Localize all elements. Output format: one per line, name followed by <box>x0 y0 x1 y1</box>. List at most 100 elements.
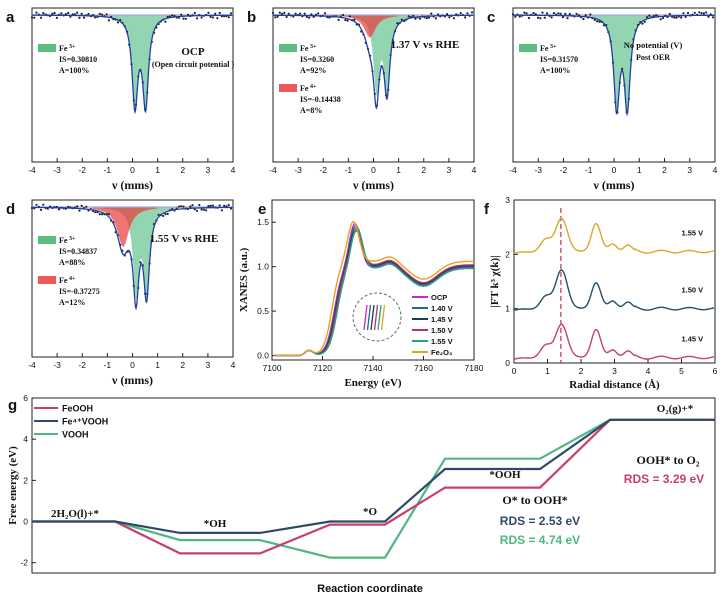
x-tick-label: -4 <box>269 165 277 175</box>
x-tick-label: 2 <box>579 366 584 376</box>
legend-area: A=8% <box>300 106 322 115</box>
step-label: *OH <box>204 518 227 530</box>
legend-species: Fe 3+ <box>540 44 557 53</box>
inset-line <box>380 304 386 331</box>
data-point <box>568 12 571 16</box>
data-point <box>536 16 540 19</box>
data-point <box>412 14 415 17</box>
y-tick-label: 0 <box>505 358 510 368</box>
x-tick-label: 4 <box>231 165 236 175</box>
data-point <box>285 15 288 19</box>
data-point <box>425 17 428 20</box>
data-point <box>407 15 410 18</box>
x-tick-label: 4 <box>713 165 718 175</box>
data-point <box>707 15 710 18</box>
data-point <box>184 17 187 20</box>
x-tick-label: 2 <box>662 165 667 175</box>
x-tick-label: 0 <box>612 165 617 175</box>
data-point <box>527 16 531 20</box>
xanes-panel: 7100 7120 7140 7160 7180 0.0 0.5 1.0 1.5 Energy (… <box>238 199 484 389</box>
data-point <box>227 16 230 19</box>
legend-is: IS=0.31570 <box>540 55 578 64</box>
data-point <box>310 13 313 16</box>
inset-line <box>377 304 382 331</box>
condition-label: OCP <box>181 46 205 58</box>
data-point <box>659 18 662 21</box>
legend-area: A=92% <box>300 66 326 75</box>
x-axis-label: Energy (eV) <box>344 377 401 389</box>
fe3-subspectrum <box>583 15 660 115</box>
data-point <box>87 12 90 16</box>
data-point <box>646 16 649 19</box>
exafs-line <box>513 269 715 311</box>
x-tick-label: 0 <box>371 165 376 175</box>
data-point <box>80 12 83 15</box>
legend-area: A=88% <box>59 258 85 267</box>
x-tick-label: 7160 <box>414 363 433 373</box>
x-tick-label: 2 <box>180 165 185 175</box>
data-point <box>42 12 45 15</box>
x-tick-label: 0 <box>130 165 135 175</box>
data-point <box>94 211 97 214</box>
data-point <box>337 18 340 21</box>
condition-label: No potential (V) <box>624 40 683 50</box>
x-tick-label: 3 <box>447 165 452 175</box>
data-point <box>225 205 228 208</box>
data-point <box>116 21 119 24</box>
condition-sub-label: (Open circuit potential ) <box>152 60 235 69</box>
x-tick-label: -4 <box>28 360 36 370</box>
data-point <box>346 19 349 22</box>
data-point <box>430 12 433 15</box>
data-point <box>661 16 665 20</box>
data-point <box>64 13 67 16</box>
data-point <box>459 12 462 15</box>
series-label: 1.45 V <box>682 334 704 343</box>
data-point <box>564 12 567 15</box>
panel-letter: e <box>258 201 266 218</box>
legend-label: 1.50 V <box>431 326 453 335</box>
legend-is: IS=0.34837 <box>59 247 97 256</box>
exafs-line <box>513 217 715 254</box>
fit-line <box>32 14 233 115</box>
plot-frame <box>271 199 475 361</box>
data-point <box>94 16 97 19</box>
data-point <box>271 11 275 15</box>
data-point <box>218 204 221 207</box>
panel-letter: g <box>8 397 17 414</box>
y-tick-label: 3 <box>505 195 510 205</box>
panel-letter: f <box>484 201 490 218</box>
data-point <box>582 18 585 21</box>
x-tick-label: -1 <box>345 165 353 175</box>
data-point <box>220 209 223 212</box>
plot-frame <box>31 397 716 574</box>
data-point <box>543 16 546 19</box>
x-tick-label: 4 <box>646 366 651 376</box>
x-tick-label: 7120 <box>313 363 332 373</box>
data-point <box>534 13 537 16</box>
data-point <box>550 16 553 19</box>
fit-line <box>273 14 474 110</box>
data-point <box>162 214 165 217</box>
data-point <box>189 205 192 208</box>
x-axis-label: ν (mms) <box>352 178 394 192</box>
x-axis-label: Reaction coordinate <box>317 583 423 595</box>
x-tick-label: -1 <box>585 165 593 175</box>
data-point <box>518 15 521 18</box>
legend-swatch <box>38 44 56 52</box>
data-point <box>655 14 658 17</box>
data-point <box>539 17 542 20</box>
x-tick-label: 2 <box>180 360 185 370</box>
data-point <box>180 205 183 208</box>
data-point <box>276 15 279 18</box>
data-point <box>305 15 308 18</box>
data-point <box>69 15 72 18</box>
data-point <box>525 12 528 15</box>
x-tick-label: 1 <box>396 165 401 175</box>
x-tick-label: -4 <box>509 165 517 175</box>
legend-label: 1.55 V <box>431 337 453 346</box>
data-point <box>641 22 644 25</box>
legend-species: Fe 3+ <box>59 236 76 245</box>
data-point <box>101 213 104 216</box>
data-point <box>180 13 183 16</box>
